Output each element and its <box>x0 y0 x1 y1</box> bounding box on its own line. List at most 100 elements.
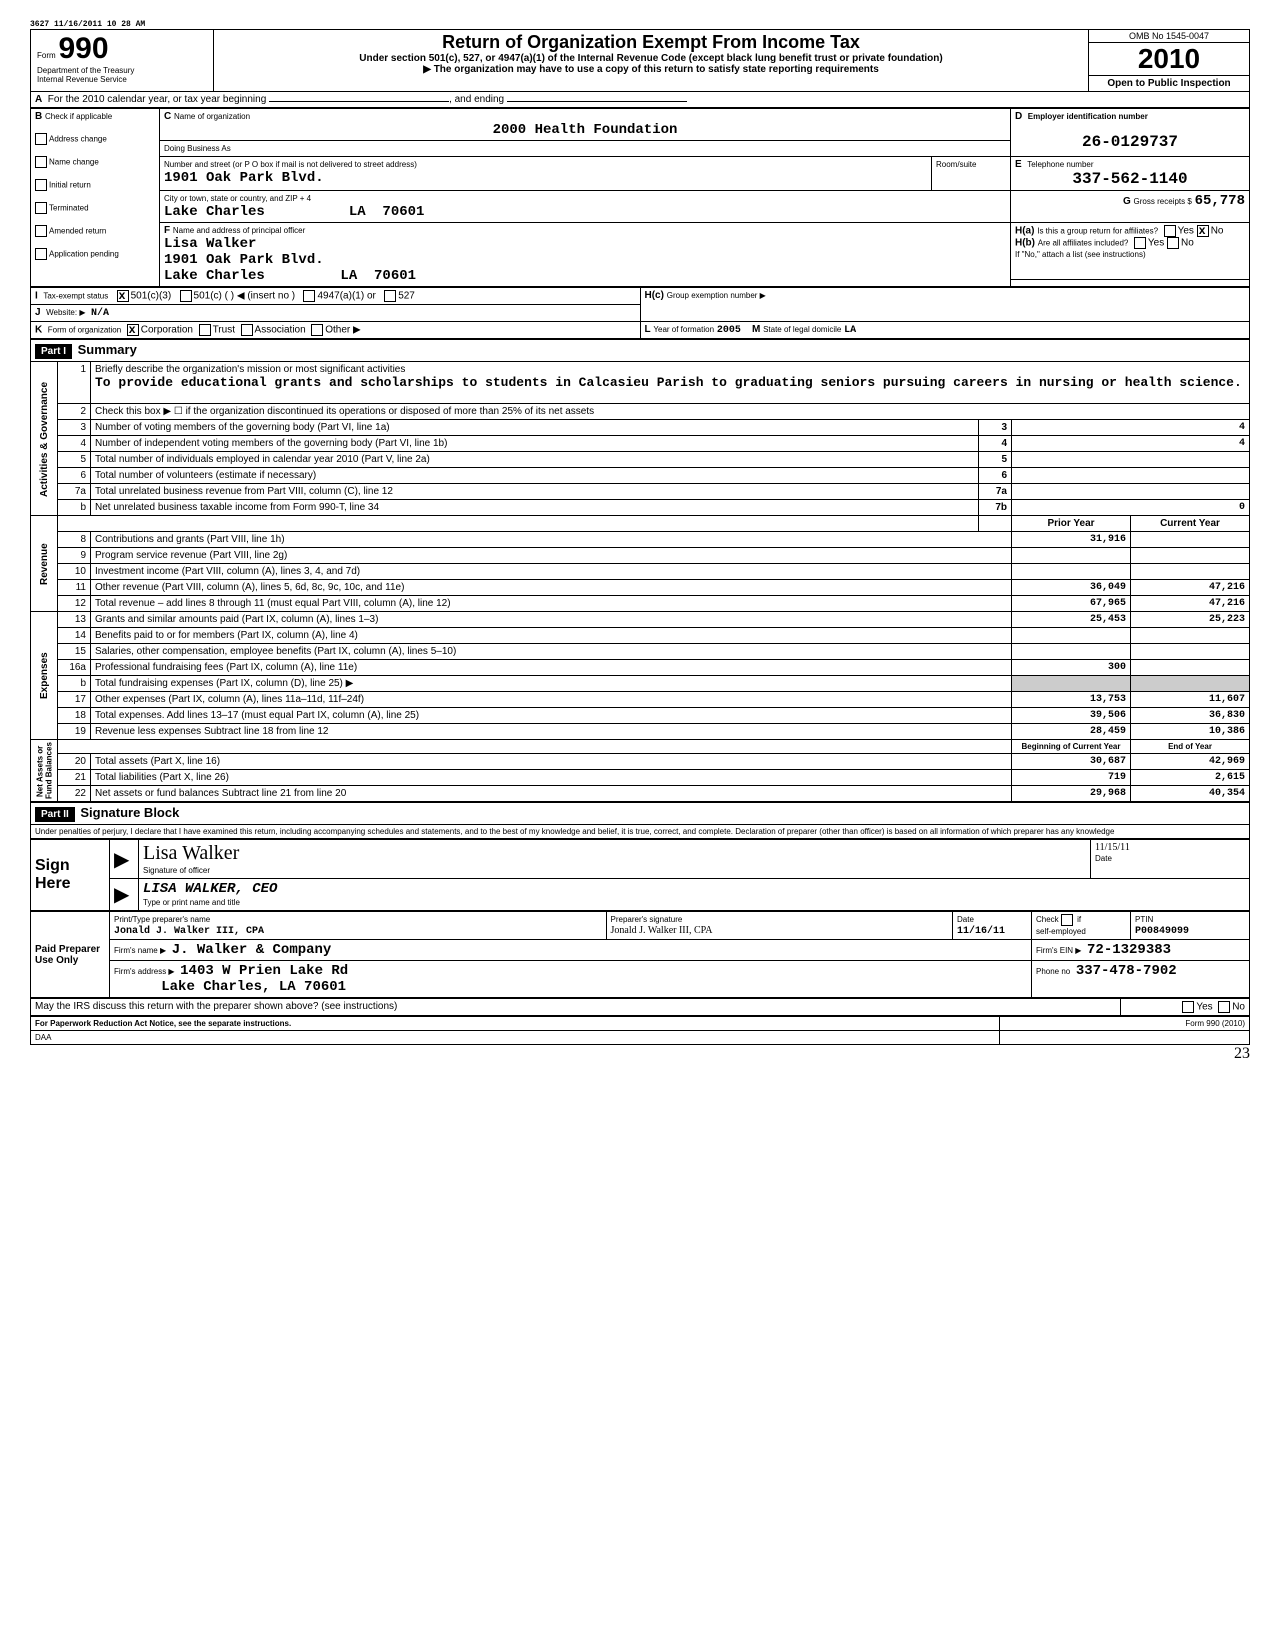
l-label: Year of formation <box>653 325 714 334</box>
val17c: 11,607 <box>1131 692 1250 708</box>
line3: Number of voting members of the governin… <box>91 420 979 436</box>
hdr-begin: Beginning of Current Year <box>1012 740 1131 754</box>
form-number: 990 <box>58 32 108 65</box>
val20p: 30,687 <box>1012 754 1131 770</box>
line18: Total expenses. Add lines 13–17 (must eq… <box>91 708 1012 724</box>
chk-amended[interactable] <box>35 225 47 237</box>
chk-other[interactable] <box>311 324 323 336</box>
prep-sig-label: Preparer's signature <box>611 915 683 924</box>
d-label: Employer identification number <box>1028 112 1148 121</box>
line9: Program service revenue (Part VIII, line… <box>91 548 1012 564</box>
b-pending: Application pending <box>49 250 119 259</box>
pagenum: 23 <box>30 1045 1250 1063</box>
val8p: 31,916 <box>1012 532 1131 548</box>
jurat: Under penalties of perjury, I declare th… <box>31 825 1250 839</box>
chk-trust[interactable] <box>199 324 211 336</box>
line14: Benefits paid to or for members (Part IX… <box>91 628 1012 644</box>
prep-name-label: Print/Type preparer's name <box>114 915 210 924</box>
paid-prep: Paid Preparer Use Only <box>31 912 110 998</box>
hb-yes[interactable] <box>1134 237 1146 249</box>
hdr-current: Current Year <box>1131 516 1250 532</box>
line22: Net assets or fund balances Subtract lin… <box>91 786 1012 802</box>
mission: To provide educational grants and schola… <box>95 375 1242 390</box>
website: N/A <box>91 308 109 319</box>
chk-assoc[interactable] <box>241 324 253 336</box>
firm-addr2: Lake Charles, LA 70601 <box>161 979 346 995</box>
i-501c: 501(c) ( ) ◀ (insert no ) <box>194 291 296 302</box>
discuss-no[interactable] <box>1218 1001 1230 1013</box>
street-label: Number and street (or P O box if mail is… <box>164 160 417 169</box>
discuss-yes[interactable] <box>1182 1001 1194 1013</box>
hc-label: Group exemption number ▶ <box>667 291 766 300</box>
hdr-prior: Prior Year <box>1012 516 1131 532</box>
g-label: Gross receipts $ <box>1134 197 1192 206</box>
part1-label: Part I <box>35 344 72 359</box>
val4: 4 <box>1012 436 1250 452</box>
val22p: 29,968 <box>1012 786 1131 802</box>
part1-title: Summary <box>78 342 137 357</box>
omb: OMB No 1545-0047 <box>1089 30 1249 43</box>
ha-label: Is this a group return for affiliates? <box>1037 227 1158 236</box>
chk-initial[interactable] <box>35 179 47 191</box>
hb-note: If "No," attach a list (see instructions… <box>1015 250 1146 259</box>
line20: Total assets (Part X, line 16) <box>91 754 1012 770</box>
b-amended: Amended return <box>49 227 106 236</box>
line13: Grants and similar amounts paid (Part IX… <box>91 612 1012 628</box>
pra: For Paperwork Reduction Act Notice, see … <box>31 1017 1000 1031</box>
val11c: 47,216 <box>1131 580 1250 596</box>
val16ap: 300 <box>1012 660 1131 676</box>
line2: Check this box ▶ ☐ if the organization d… <box>91 404 1250 420</box>
chk-corp[interactable] <box>127 324 139 336</box>
self-emp: self-employed <box>1036 927 1086 936</box>
ein: 26-0129737 <box>1015 133 1245 151</box>
sec-governance: Activities & Governance <box>31 362 58 516</box>
chk-4947[interactable] <box>303 290 315 302</box>
val20c: 42,969 <box>1131 754 1250 770</box>
firm-ein: 72-1329383 <box>1087 942 1171 958</box>
i-501c3: 501(c)(3) <box>131 291 172 302</box>
chk-501c3[interactable] <box>117 290 129 302</box>
mission-label: Briefly describe the organization's miss… <box>95 364 405 375</box>
ha-no[interactable] <box>1197 225 1209 237</box>
identity-block: B Check if applicable Address change Nam… <box>30 108 1250 287</box>
line16a: Professional fundraising fees (Part IX, … <box>91 660 1012 676</box>
form-subtitle2: ▶ The organization may have to use a cop… <box>222 64 1080 75</box>
chk-self[interactable] <box>1061 914 1073 926</box>
chk-name[interactable] <box>35 156 47 168</box>
chk-pending[interactable] <box>35 248 47 260</box>
chk-term[interactable] <box>35 202 47 214</box>
chk-527[interactable] <box>384 290 396 302</box>
b-initial: Initial return <box>49 181 91 190</box>
hb-no[interactable] <box>1167 237 1179 249</box>
line6: Total number of volunteers (estimate if … <box>91 468 979 484</box>
val13c: 25,223 <box>1131 612 1250 628</box>
prep-name: Jonald J. Walker III, CPA <box>114 926 264 937</box>
firm-addr1: 1403 W Prien Lake Rd <box>180 963 348 979</box>
i-527: 527 <box>398 291 415 302</box>
state-domicile: LA <box>844 325 856 336</box>
line7b: Net unrelated business taxable income fr… <box>91 500 979 516</box>
b-label: Check if applicable <box>45 112 112 121</box>
k-assoc: Association <box>255 325 306 336</box>
line8: Contributions and grants (Part VIII, lin… <box>91 532 1012 548</box>
b-name: Name change <box>49 158 99 167</box>
line7a: Total unrelated business revenue from Pa… <box>91 484 979 500</box>
val3: 4 <box>1012 420 1250 436</box>
city: Lake Charles LA 70601 <box>164 204 424 220</box>
officer-street: 1901 Oak Park Blvd. <box>164 252 324 268</box>
type-label: Type or print name and title <box>143 898 240 907</box>
chk-address[interactable] <box>35 133 47 145</box>
firm-ein-label: Firm's EIN ▶ <box>1036 946 1081 955</box>
val19c: 10,386 <box>1131 724 1250 740</box>
line10: Investment income (Part VIII, column (A)… <box>91 564 1012 580</box>
tax-year: 2010 <box>1089 43 1249 75</box>
ha-yes[interactable] <box>1164 225 1176 237</box>
line15: Salaries, other compensation, employee b… <box>91 644 1012 660</box>
b-address: Address change <box>49 135 107 144</box>
val11p: 36,049 <box>1012 580 1131 596</box>
dept: Department of the Treasury Internal Reve… <box>37 66 207 84</box>
sec-netassets: Net Assets or Fund Balances <box>31 740 58 802</box>
chk-501c[interactable] <box>180 290 192 302</box>
part2-label: Part II <box>35 807 75 822</box>
room-label: Room/suite <box>936 160 976 169</box>
